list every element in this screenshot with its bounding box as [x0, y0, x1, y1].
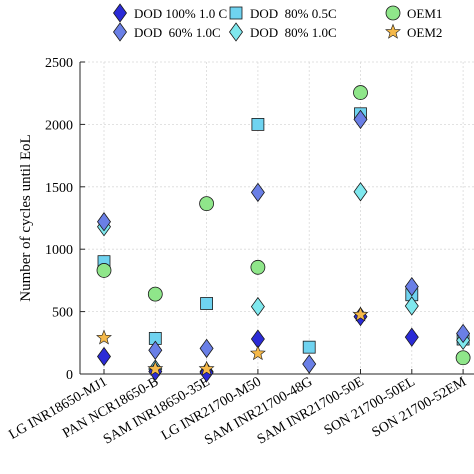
data-point — [404, 296, 419, 316]
data-point — [404, 276, 419, 297]
data-point — [147, 286, 163, 302]
data-point — [199, 338, 214, 359]
legend-marker — [113, 3, 127, 23]
legend-label: DOD 60% 1.0C — [134, 25, 221, 40]
y-tick-label: 1500 — [45, 181, 73, 196]
axes — [79, 61, 474, 375]
data-point — [404, 327, 419, 347]
legend-label: DOD 80% 1.0C — [250, 25, 337, 40]
data-point — [198, 360, 215, 376]
y-tick-label: 2500 — [45, 56, 73, 71]
legend-marker — [229, 6, 243, 20]
legend-marker — [385, 5, 401, 21]
data-point — [455, 350, 471, 366]
data-point — [250, 182, 265, 203]
legend-marker — [229, 22, 243, 42]
data-point — [249, 345, 266, 361]
legend: DOD 100% 1.0 C DOD 60% 1.0C DOD 80% 0.5C DO… — [113, 3, 442, 42]
data-point — [97, 346, 111, 367]
data-point — [352, 306, 369, 322]
data-point — [97, 212, 111, 232]
grid — [80, 61, 474, 375]
data-point — [353, 85, 368, 100]
legend-label: OEM2 — [407, 25, 442, 40]
data-point — [96, 329, 112, 345]
data-points — [96, 85, 471, 383]
data-point — [353, 109, 368, 130]
x-tick-label: SON 21700-52EM — [370, 374, 470, 440]
data-point — [200, 297, 214, 310]
data-point — [302, 340, 316, 354]
data-point — [302, 354, 317, 374]
data-point — [353, 182, 368, 202]
legend-label: OEM1 — [407, 6, 442, 21]
data-point — [199, 196, 215, 212]
y-tick-label: 1000 — [45, 243, 73, 258]
data-point — [96, 263, 112, 278]
y-tick-label: 2000 — [45, 118, 73, 133]
legend-marker — [113, 22, 127, 42]
data-point — [251, 118, 265, 131]
y-tick-label: 500 — [52, 306, 73, 321]
y-axis-label: Number of cycles until EoL — [18, 134, 34, 301]
legend-label: DOD 100% 1.0 C — [134, 6, 227, 21]
legend-marker — [385, 23, 401, 39]
legend-label: DOD 80% 0.5C — [250, 6, 337, 21]
data-point — [456, 323, 471, 344]
data-point — [250, 296, 265, 317]
data-point — [148, 340, 163, 360]
data-point — [250, 259, 266, 275]
y-tick-labels: 0 500 1000 1500 2000 2500 — [45, 56, 73, 383]
data-point — [147, 360, 164, 376]
y-tick-label: 0 — [66, 368, 73, 383]
